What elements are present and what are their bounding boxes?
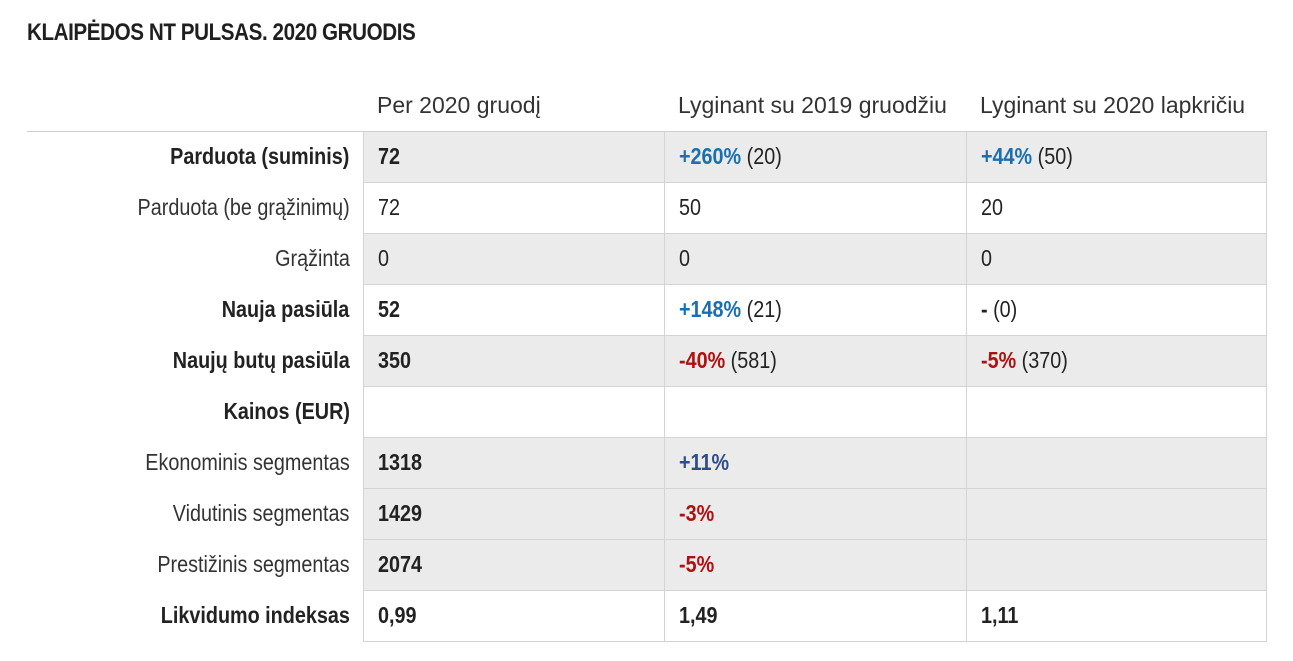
cell-vs-month <box>965 539 1267 591</box>
row-label: Parduota (suminis) <box>170 143 350 170</box>
change-value: -3% <box>678 500 714 526</box>
cell-vs-month <box>965 488 1267 540</box>
row-label: Prestižinis segmentas <box>157 551 350 577</box>
cell-current: 0 <box>362 233 665 285</box>
table-row: Naujų butų pasiūla 350 -40% (581) -5% (3… <box>27 335 1267 387</box>
change-value: +44% <box>980 143 1032 169</box>
previous-value: (50) <box>1037 143 1073 169</box>
cell-vs-year: +11% <box>663 437 967 489</box>
cell-current: 350 <box>362 335 665 387</box>
cell-vs-year: -3% <box>663 488 967 540</box>
cell-vs-year <box>663 386 967 438</box>
cell-vs-year: -40% (581) <box>663 335 967 387</box>
cell-vs-month: -5% (370) <box>965 335 1267 387</box>
cell-current <box>362 386 665 438</box>
previous-value: (581) <box>730 347 777 373</box>
change-value: -5% <box>678 551 714 577</box>
cell-current: 72 <box>362 182 665 234</box>
previous-value: (0) <box>992 296 1017 322</box>
row-label: Parduota (be grąžinimų) <box>137 194 350 220</box>
previous-value: (370) <box>1021 347 1068 373</box>
header-current-month: Per 2020 gruodį <box>363 81 664 132</box>
change-value: -5% <box>980 347 1016 373</box>
table-row: Grąžinta 0 0 0 <box>27 233 1267 285</box>
header-vs-last-year: Lyginant su 2019 gruodžiu <box>664 81 966 132</box>
cell-vs-month: 0 <box>965 233 1267 285</box>
row-label: Grąžinta <box>274 245 350 271</box>
change-value: -40% <box>678 347 725 373</box>
cell-vs-year: +148% (21) <box>663 284 967 336</box>
cell-current: 2074 <box>362 539 665 591</box>
row-label: Nauja pasiūla <box>221 296 350 322</box>
cell-vs-month: 1,11 <box>965 590 1267 642</box>
row-label: Kainos (EUR) <box>223 398 350 424</box>
change-value: +260% <box>678 143 741 169</box>
row-label: Naujų butų pasiūla <box>172 347 350 373</box>
cell-current: 1429 <box>362 488 665 540</box>
page-title: KLAIPĖDOS NT PULSAS. 2020 GRUODIS <box>27 19 416 46</box>
change-value: +148% <box>678 296 741 322</box>
table-row: Vidutinis segmentas 1429 -3% <box>27 488 1267 540</box>
row-label: Vidutinis segmentas <box>172 500 350 526</box>
header-vs-last-month: Lyginant su 2020 lapkričiu <box>966 81 1266 132</box>
table-row: Kainos (EUR) <box>27 386 1267 438</box>
previous-value: (21) <box>746 296 782 322</box>
cell-vs-month <box>965 437 1267 489</box>
cell-vs-year: -5% <box>663 539 967 591</box>
header-empty <box>27 81 363 132</box>
pulse-table: Per 2020 gruodį Lyginant su 2019 gruodži… <box>27 81 1267 642</box>
row-label: Likvidumo indeksas <box>160 602 350 628</box>
cell-vs-year: 50 <box>663 182 967 234</box>
cell-vs-year: 1,49 <box>663 590 967 642</box>
cell-vs-year: 0 <box>663 233 967 285</box>
cell-vs-month: +44% (50) <box>965 131 1267 183</box>
cell-vs-year: +260% (20) <box>663 131 967 183</box>
cell-current: 1318 <box>362 437 665 489</box>
previous-value: (20) <box>746 143 782 169</box>
table-row: Parduota (suminis) 72 +260% (20) +44% (5… <box>27 131 1267 183</box>
change-value: +11% <box>678 449 729 475</box>
cell-current: 52 <box>362 284 665 336</box>
table-row: Parduota (be grąžinimų) 72 50 20 <box>27 182 1267 234</box>
cell-current: 0,99 <box>362 590 665 642</box>
table-row: Ekonominis segmentas 1318 +11% <box>27 437 1267 489</box>
row-label: Ekonominis segmentas <box>144 449 350 475</box>
cell-vs-month: - (0) <box>965 284 1267 336</box>
table-row: Nauja pasiūla 52 +148% (21) - (0) <box>27 284 1267 336</box>
table-row: Likvidumo indeksas 0,99 1,49 1,11 <box>27 590 1267 642</box>
change-value: - <box>980 296 988 322</box>
cell-vs-month <box>965 386 1267 438</box>
cell-vs-month: 20 <box>965 182 1267 234</box>
table-header-row: Per 2020 gruodį Lyginant su 2019 gruodži… <box>27 81 1266 132</box>
cell-current: 72 <box>362 131 665 183</box>
table-row: Prestižinis segmentas 2074 -5% <box>27 539 1267 591</box>
